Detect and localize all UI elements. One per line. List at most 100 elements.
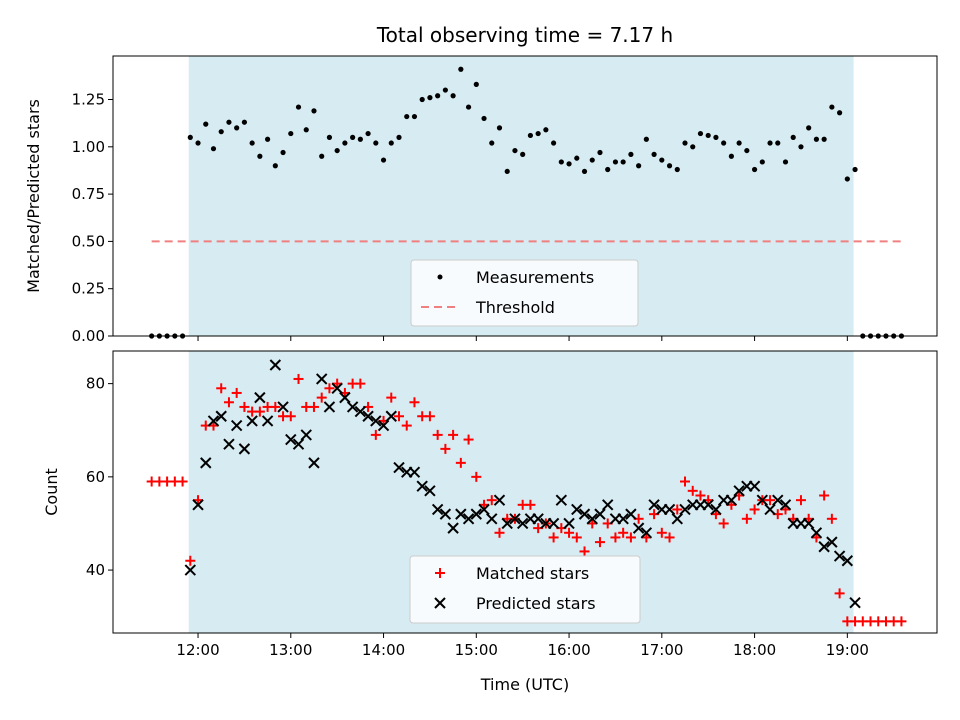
predicted-star-point [292, 438, 305, 450]
matched-star-point [394, 411, 405, 422]
matched-star-point [223, 397, 234, 408]
predicted-star-point [478, 503, 490, 516]
measurement-point [744, 147, 750, 154]
measurement-point [751, 166, 758, 173]
predicted-star-point [818, 541, 830, 553]
predicted-star-point [586, 513, 598, 525]
matched-star-point [424, 411, 435, 422]
measurement-point [829, 104, 835, 110]
measurement-point [589, 157, 595, 163]
predicted-star-point [416, 480, 428, 492]
matched-star-point [231, 387, 242, 398]
top-x-ticks [197, 336, 848, 341]
matched-stars-points [146, 373, 907, 627]
predicted-star-point [362, 410, 374, 422]
measurement-point [396, 134, 402, 140]
y-tick-label: 60 [86, 468, 105, 486]
measurement-point [411, 113, 418, 120]
measurement-point [813, 136, 820, 142]
matched-star-point [293, 373, 304, 384]
predicted-star-point [563, 517, 575, 530]
matched-star-point [471, 471, 482, 482]
x-tick-label: 15:00 [455, 641, 498, 659]
predicted-stars-legend-label: Predicted stars [476, 594, 596, 613]
matched-star-point [316, 392, 327, 403]
measurement-point [249, 140, 255, 146]
matched-star-point [285, 411, 296, 422]
predicted-star-point [215, 410, 227, 422]
matched-star-point [370, 429, 381, 440]
matched-star-point [239, 401, 250, 412]
measurement-point [551, 140, 557, 146]
predicted-star-point [269, 359, 282, 371]
measurement-point [558, 159, 564, 165]
y-tick-label: 1.25 [72, 91, 105, 109]
measurement-point [659, 157, 665, 163]
predicted-star-point [509, 513, 521, 525]
predicted-star-point [261, 415, 274, 427]
measurement-point [203, 121, 209, 127]
measurement-point [489, 140, 495, 146]
measurement-point [651, 151, 657, 157]
predicted-star-point [339, 391, 351, 404]
predicted-star-point [393, 461, 405, 474]
measurement-point [427, 95, 433, 101]
predicted-star-point [370, 415, 382, 427]
measurement-point [504, 168, 510, 175]
measurement-point [419, 96, 425, 103]
measurement-point [566, 161, 572, 167]
predicted-star-point [493, 494, 506, 506]
measurement-point [666, 163, 673, 169]
predicted-star-point [555, 494, 568, 506]
chart-title: Total observing time = 7.17 h [376, 23, 673, 47]
predicted-star-point [462, 513, 475, 525]
predicted-star-point [223, 438, 235, 450]
measurement-point [195, 140, 201, 146]
matched-star-point [409, 397, 420, 408]
matched-star-point [432, 429, 443, 440]
predicted-star-point [501, 517, 513, 530]
bottom-axes-frame [112, 350, 938, 634]
predicted-star-point [779, 499, 792, 511]
measurement-point [643, 136, 649, 142]
measurement-point [303, 127, 309, 133]
predicted-star-point [200, 457, 212, 469]
measurement-point [380, 157, 387, 163]
matched-star-point [564, 527, 575, 538]
predicted-star-point [826, 536, 838, 548]
measurement-point [496, 125, 503, 131]
matched-star-point [494, 527, 505, 538]
top-y-ticks: 0.00 0.25 0.50 0.75 1.00 1.25 [72, 91, 113, 345]
measurement-point [697, 130, 704, 137]
measurement-point [357, 136, 363, 142]
measurement-point [674, 166, 680, 173]
matched-star-point [440, 443, 451, 454]
measurement-point [257, 153, 263, 159]
predicted-star-point [439, 508, 452, 520]
matched-star-point [625, 532, 636, 543]
top-y-axis-label: Matched/Predicted stars [24, 99, 43, 293]
predicted-star-point [385, 410, 397, 422]
predicted-star-point [849, 596, 861, 609]
matched-star-point [579, 546, 590, 557]
measurements-legend-marker [437, 274, 443, 280]
matched-star-point [324, 383, 335, 394]
measurement-point [520, 151, 526, 157]
measurement-point [280, 149, 286, 156]
measurement-point [481, 115, 487, 122]
matched-stars-legend-marker [435, 568, 445, 578]
x-tick-label: 13:00 [269, 641, 312, 659]
top-panel: 0.00 0.25 0.50 0.75 1.00 1.25 Total observing… [24, 23, 938, 345]
predicted-star-point [238, 443, 251, 455]
measurement-point [806, 125, 812, 131]
predicted-star-point [571, 503, 583, 516]
measurement-point [365, 130, 371, 137]
y-tick-label: 0.50 [72, 232, 105, 250]
matched-star-point [819, 490, 830, 501]
measurement-point [782, 159, 789, 165]
predicted-star-point [246, 415, 258, 427]
x-tick-label: 14:00 [362, 641, 405, 659]
y-tick-label: 0.00 [72, 327, 105, 345]
measurement-point [775, 140, 781, 146]
measurement-point [852, 166, 858, 173]
